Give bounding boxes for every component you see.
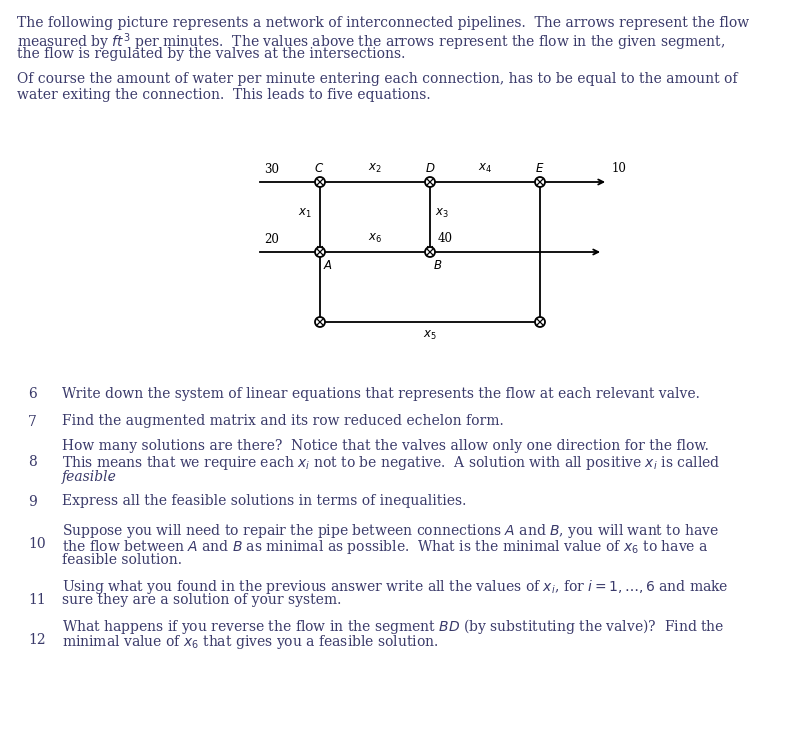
- Text: sure they are a solution of your system.: sure they are a solution of your system.: [62, 593, 341, 607]
- Text: $x_1$: $x_1$: [299, 206, 312, 220]
- Text: 20: 20: [264, 233, 279, 246]
- Text: 40: 40: [438, 232, 453, 245]
- Text: $x_4$: $x_4$: [478, 162, 492, 175]
- Circle shape: [315, 317, 325, 327]
- Text: 12: 12: [28, 633, 45, 647]
- Text: minimal value of $x_6$ that gives you a feasible solution.: minimal value of $x_6$ that gives you a …: [62, 633, 438, 651]
- Circle shape: [535, 177, 545, 187]
- Text: feasible: feasible: [62, 470, 117, 484]
- Text: $x_2$: $x_2$: [368, 162, 382, 175]
- Text: 6: 6: [28, 387, 37, 401]
- Text: the flow is regulated by the valves at the intersections.: the flow is regulated by the valves at t…: [17, 47, 406, 61]
- Circle shape: [315, 177, 325, 187]
- Text: This means that we require each $x_i$ not to be negative.  A solution with all p: This means that we require each $x_i$ no…: [62, 455, 720, 473]
- Text: $C$: $C$: [314, 162, 324, 175]
- Text: the flow between $A$ and $B$ as minimal as possible.  What is the minimal value : the flow between $A$ and $B$ as minimal …: [62, 537, 708, 556]
- Text: How many solutions are there?  Notice that the valves allow only one direction f: How many solutions are there? Notice tha…: [62, 439, 709, 453]
- Text: Using what you found in the previous answer write all the values of $x_i$, for $: Using what you found in the previous ans…: [62, 577, 729, 596]
- Text: $A$: $A$: [323, 259, 333, 272]
- Text: $E$: $E$: [535, 162, 545, 175]
- Text: 10: 10: [612, 162, 627, 175]
- Text: 30: 30: [264, 163, 279, 176]
- Text: 10: 10: [28, 537, 45, 551]
- Text: 8: 8: [28, 455, 37, 468]
- Text: Write down the system of linear equations that represents the flow at each relev: Write down the system of linear equation…: [62, 387, 700, 401]
- Text: The following picture represents a network of interconnected pipelines.  The arr: The following picture represents a netwo…: [17, 16, 749, 30]
- Circle shape: [535, 317, 545, 327]
- Text: $x_6$: $x_6$: [368, 232, 382, 245]
- Text: $D$: $D$: [425, 162, 435, 175]
- Text: water exiting the connection.  This leads to five equations.: water exiting the connection. This leads…: [17, 88, 430, 102]
- Text: Find the augmented matrix and its row reduced echelon form.: Find the augmented matrix and its row re…: [62, 415, 503, 428]
- Text: Express all the feasible solutions in terms of inequalities.: Express all the feasible solutions in te…: [62, 494, 466, 508]
- Text: 7: 7: [28, 415, 37, 428]
- Text: $B$: $B$: [433, 259, 442, 272]
- Circle shape: [425, 177, 435, 187]
- Text: feasible solution.: feasible solution.: [62, 553, 182, 567]
- Text: 9: 9: [28, 494, 37, 508]
- Circle shape: [315, 247, 325, 257]
- Text: 11: 11: [28, 593, 46, 607]
- Text: Suppose you will need to repair the pipe between connections $A$ and $B$, you wi: Suppose you will need to repair the pipe…: [62, 522, 719, 540]
- Text: What happens if you reverse the flow in the segment $BD$ (by substituting the va: What happens if you reverse the flow in …: [62, 617, 724, 637]
- Text: $x_5$: $x_5$: [423, 329, 437, 342]
- Text: $x_3$: $x_3$: [435, 206, 449, 220]
- Text: Of course the amount of water per minute entering each connection, has to be equ: Of course the amount of water per minute…: [17, 73, 738, 87]
- Text: .: .: [109, 470, 113, 484]
- Circle shape: [425, 247, 435, 257]
- Text: measured by $ft^3$ per minutes.  The values above the arrows represent the flow : measured by $ft^3$ per minutes. The valu…: [17, 31, 725, 53]
